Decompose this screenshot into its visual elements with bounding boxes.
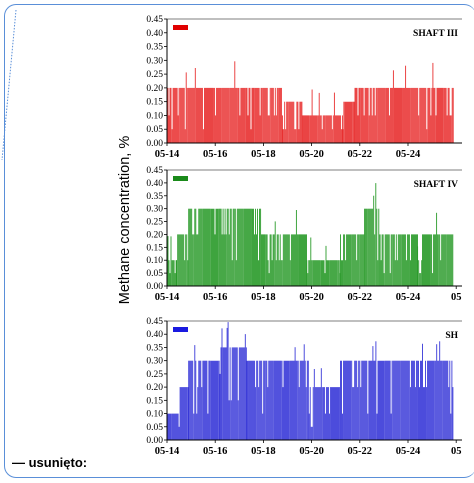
x-tick-label: 05 [451, 292, 462, 303]
legend-swatch [173, 176, 188, 181]
legend-swatch [173, 327, 188, 332]
x-tick-label: 05-16 [203, 149, 228, 160]
x-tick-label: 05-22 [348, 446, 373, 457]
x-tick-label: 05-18 [251, 149, 276, 160]
content-frame [4, 4, 474, 478]
bar-series [166, 322, 454, 440]
x-tick-label: 05-22 [348, 292, 373, 303]
chart-title: SH [445, 331, 458, 341]
y-tick-label: 0.30 [146, 357, 163, 367]
bar-series [166, 61, 454, 143]
x-tick-label: 05-16 [203, 446, 228, 457]
y-tick-label: 0.40 [146, 29, 163, 39]
y-tick-label: 0.10 [146, 111, 163, 121]
y-tick-label: 0.45 [146, 166, 163, 176]
y-tick-label: 0.40 [146, 179, 163, 189]
x-tick-label: 05-20 [299, 292, 324, 303]
x-tick-label: 05-24 [396, 292, 421, 303]
chart-panel-3: 0.00 0.05 0.10 0.15 0.20 0.25 0.30 0.35 0.40 0.45… [146, 317, 462, 457]
x-tick-label: 05-20 [299, 446, 324, 457]
y-tick-label: 0.40 [146, 330, 163, 340]
y-tick-label: 0.05 [146, 423, 163, 433]
x-tick-label: 05-14 [155, 292, 180, 303]
chart-panel-1: 0.00 0.05 0.10 0.15 0.20 0.25 0.30 0.35 0.40 0.45… [146, 15, 462, 160]
y-tick-label: 0.00 [146, 436, 163, 446]
y-tick-label: 0.10 [146, 410, 163, 420]
chart-title: SHAFT III [413, 29, 458, 39]
y-tick-label: 0.10 [146, 256, 163, 266]
y-tick-label: 0.25 [146, 370, 163, 380]
y-tick-label: 0.00 [146, 282, 163, 292]
y-tick-label: 0.05 [146, 269, 163, 279]
x-tick-label: 05-16 [203, 292, 228, 303]
y-tick-label: 0.25 [146, 218, 163, 228]
x-tick-label: 05-22 [348, 149, 373, 160]
x-tick-label: 05-14 [155, 149, 180, 160]
y-tick-label: 0.20 [146, 383, 163, 393]
x-tick-label: 05-18 [251, 446, 276, 457]
x-tick-label: 05-14 [155, 446, 180, 457]
footer-note: — usunięto: [12, 455, 88, 470]
x-tick-label: 05-18 [251, 292, 276, 303]
y-tick-label: 0.15 [146, 243, 163, 253]
dotted-connector [1, 10, 17, 160]
y-tick-label: 0.25 [146, 70, 163, 80]
y-tick-label: 0.30 [146, 205, 163, 215]
y-tick-label: 0.15 [146, 98, 163, 108]
y-tick-label: 0.45 [146, 317, 163, 327]
chart-panel-2: 0.00 0.05 0.10 0.15 0.20 0.25 0.30 0.35 0.40 0.45… [146, 166, 462, 303]
x-tick-label: 05 [451, 446, 462, 457]
bar-series [166, 183, 454, 286]
chart-title: SHAFT IV [414, 180, 459, 190]
x-tick-label: 05-24 [396, 446, 421, 457]
x-tick-label: 05-24 [396, 149, 421, 160]
y-tick-label: 0.00 [146, 139, 163, 149]
y-tick-label: 0.20 [146, 84, 163, 94]
y-tick-label: 0.45 [146, 15, 163, 25]
y-tick-label: 0.05 [146, 125, 163, 135]
x-tick-label: 05-20 [299, 149, 324, 160]
y-tick-label: 0.35 [146, 43, 163, 53]
y-tick-label: 0.15 [146, 396, 163, 406]
legend-swatch [173, 25, 188, 30]
y-tick-label: 0.35 [146, 192, 163, 202]
y-tick-label: 0.20 [146, 230, 163, 240]
y-tick-label: 0.35 [146, 343, 163, 353]
y-tick-label: 0.30 [146, 56, 163, 66]
